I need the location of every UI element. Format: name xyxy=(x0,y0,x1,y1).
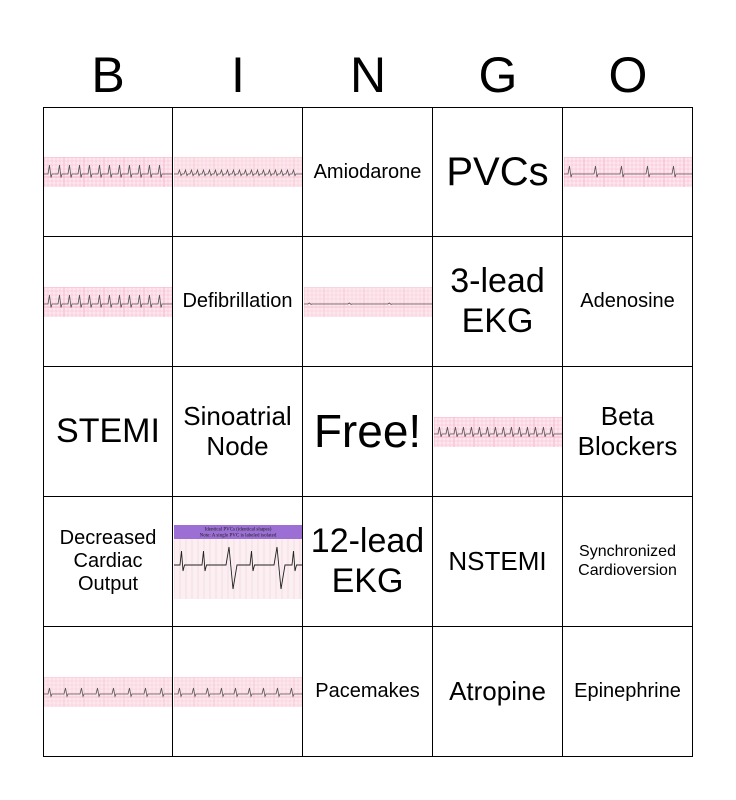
bingo-cell[interactable]: Synchronized Cardioversion xyxy=(563,497,693,627)
bingo-cell[interactable]: PVCs xyxy=(433,107,563,237)
cell-label: Synchronized Cardioversion xyxy=(578,543,677,579)
pvc-caption-line: Identical PVCs (identical shapes) xyxy=(204,527,271,532)
bingo-cell[interactable]: 3-lead EKG xyxy=(433,237,563,367)
ecg-strip-6 xyxy=(433,416,562,447)
bingo-cell[interactable]: Atropine xyxy=(433,627,563,757)
bingo-cell[interactable]: NSTEMI xyxy=(433,497,563,627)
pvc-caption-line: Note: A single PVC is labeled isolated xyxy=(199,533,276,538)
bingo-cell[interactable] xyxy=(43,107,173,237)
ecg-strip-1 xyxy=(44,157,172,187)
header-letter-b: B xyxy=(91,47,125,103)
bingo-cell[interactable] xyxy=(173,107,303,237)
bingo-cell[interactable] xyxy=(563,107,693,237)
cell-label: 3-lead EKG xyxy=(450,262,545,340)
header-letter-n: N xyxy=(349,47,387,103)
cell-label: Free! xyxy=(313,405,422,458)
ecg-strip-4 xyxy=(44,286,172,317)
header-letter-i: I xyxy=(231,47,245,103)
bingo-cell[interactable]: Adenosine xyxy=(563,237,693,367)
ecg-strip-7 xyxy=(44,676,172,707)
bingo-cell[interactable]: STEMI xyxy=(43,367,173,497)
cell-label: Decreased Cardiac Output xyxy=(59,527,157,595)
cell-label: Atropine xyxy=(449,675,546,706)
cell-label: Sinoatrial Node xyxy=(183,400,292,461)
bingo-cell[interactable]: Amiodarone xyxy=(303,107,433,237)
cell-label: 12-lead EKG xyxy=(310,522,425,600)
bingo-cell[interactable]: Free! xyxy=(303,367,433,497)
bingo-cell[interactable] xyxy=(43,237,173,367)
bingo-cell[interactable]: Epinephrine xyxy=(563,627,693,757)
cell-label: Pacemakes xyxy=(315,680,420,702)
bingo-cell[interactable] xyxy=(43,627,173,757)
bingo-cell[interactable]: Defibrillation xyxy=(173,237,303,367)
bingo-cell[interactable]: Identical PVCs (identical shapes) Note: A… xyxy=(173,497,303,627)
bingo-cell[interactable]: Decreased Cardiac Output xyxy=(43,497,173,627)
cell-label: Beta Blockers xyxy=(577,400,678,461)
cell-label: Adenosine xyxy=(580,290,675,312)
ecg-strip-3 xyxy=(563,157,692,187)
bingo-cell[interactable]: Sinoatrial Node xyxy=(173,367,303,497)
cell-label: Amiodarone xyxy=(313,160,422,183)
bingo-cell[interactable]: 12-lead EKG xyxy=(303,497,433,627)
header-letter-o: O xyxy=(608,47,648,103)
cell-label: Defibrillation xyxy=(182,290,293,312)
bingo-cell[interactable] xyxy=(303,237,433,367)
header-letter-g: G xyxy=(478,47,518,103)
cell-label: STEMI xyxy=(56,411,160,450)
bingo-cell[interactable] xyxy=(433,367,563,497)
ecg-strip-5 xyxy=(303,286,432,317)
bingo-cell[interactable]: Beta Blockers xyxy=(563,367,693,497)
cell-label: Epinephrine xyxy=(574,680,681,702)
bingo-grid: Amiodarone PVCs Defibrillation 3-lead EKG Ad… xyxy=(43,107,693,757)
bingo-cell[interactable] xyxy=(173,627,303,757)
ecg-strip-8 xyxy=(173,676,302,707)
cell-label: PVCs xyxy=(446,150,549,194)
cell-label: NSTEMI xyxy=(448,545,547,576)
ecg-strip-2 xyxy=(173,157,302,187)
bingo-cell[interactable]: Pacemakes xyxy=(303,627,433,757)
pvc-image: Identical PVCs (identical shapes)Note: A… xyxy=(173,524,302,599)
